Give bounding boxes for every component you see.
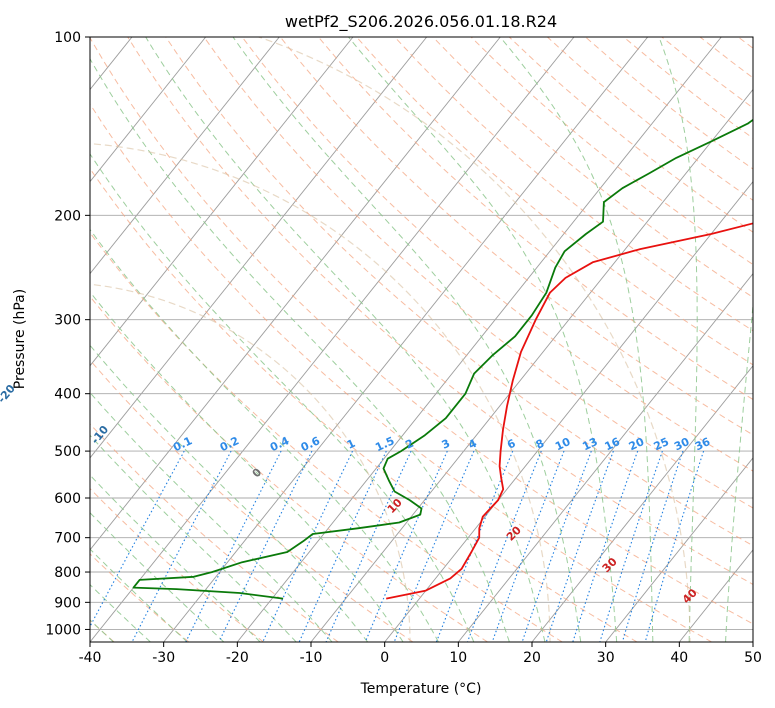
isotherm-line <box>90 37 428 459</box>
mixing-ratio-line <box>262 450 353 642</box>
moist-adiabat-line <box>90 511 225 642</box>
dry-adiabat-line <box>90 103 712 642</box>
isotherm-line <box>163 37 649 642</box>
moist-adiabat-line <box>658 37 698 642</box>
dry-adiabat-line <box>356 37 753 366</box>
x-tick-label: -20 <box>226 650 249 666</box>
moist-adiabat-line <box>90 153 475 642</box>
mixing-ratio-label: 20 <box>627 435 647 453</box>
moist-adiabat-line <box>90 474 261 642</box>
dry-adiabat-line <box>165 37 753 547</box>
dry-adiabat-line <box>127 37 753 586</box>
moist-adiabat-line <box>90 583 151 642</box>
x-tick-label: -10 <box>300 650 323 666</box>
mixing-ratio-label: 36 <box>693 435 713 453</box>
axes: -40 -30 -20 -10 0 10 20 30 40 50 100 200 300 400 500 60… <box>45 30 762 666</box>
moist-adiabat-line <box>499 37 654 642</box>
y-tick-label: 300 <box>54 313 81 329</box>
y-tick-label: 700 <box>54 531 81 547</box>
isotherm-line <box>605 457 753 642</box>
mixing-ratio-line <box>435 450 514 642</box>
dry-adiabat-line <box>394 37 753 332</box>
moist-adiabat-line <box>232 37 582 642</box>
moist-adiabat-line <box>90 57 510 642</box>
mixing-ratio-line <box>466 450 542 642</box>
dry-adiabat-line <box>203 37 753 509</box>
dry-adiabat-line <box>90 167 638 642</box>
x-tick-label: -40 <box>79 650 102 666</box>
isotherm-line <box>384 180 753 642</box>
mixing-ratio-line <box>521 450 592 642</box>
x-tick-label: 10 <box>449 650 467 666</box>
y-axis-label: Pressure (hPa) <box>12 289 28 389</box>
mixing-ratio-label: 13 <box>580 435 599 453</box>
dry-adiabat-line <box>90 37 753 625</box>
mixing-ratio-line <box>572 450 639 642</box>
dry-adiabat-line <box>90 553 190 642</box>
isotherm-line <box>457 272 753 642</box>
x-tick-label: 0 <box>380 650 389 666</box>
moist-adiabat-line <box>90 228 439 642</box>
series-layer <box>132 118 753 600</box>
dewpoint-profile-line <box>132 118 753 600</box>
isotherm-line <box>0 37 58 642</box>
isotherm-line <box>752 641 753 642</box>
isotherm-line <box>90 37 354 367</box>
moist-adiabat-line <box>90 434 297 642</box>
mixing-ratio-label: 16 <box>603 435 623 453</box>
mixing-ratio-line <box>599 450 663 642</box>
x-tick-label: 40 <box>670 650 688 666</box>
moist-adiabat-line <box>90 391 333 642</box>
grid-layer <box>0 37 775 642</box>
moist-adiabat-line <box>90 344 369 642</box>
y-tick-label: 400 <box>54 387 81 403</box>
mixing-ratio-line <box>491 450 565 642</box>
mixing-ratio-label: 10 <box>553 435 573 453</box>
dry-adiabat-line <box>90 359 414 642</box>
chart-title: wetPf2_S206.2026.056.01.18.R24 <box>285 12 557 32</box>
y-tick-label: 100 <box>54 30 81 46</box>
mixing-ratio-line <box>393 450 475 642</box>
mixing-ratio-line <box>131 450 232 642</box>
x-axis-label: Temperature (°C) <box>360 681 482 697</box>
y-tick-label: 900 <box>54 595 81 611</box>
isotherm-line <box>531 365 753 642</box>
moist-adiabat-line <box>762 37 775 642</box>
y-tick-label: 600 <box>54 491 81 507</box>
moist-adiabat-line <box>725 300 753 642</box>
mixing-ratio-line <box>218 450 313 642</box>
y-tick-label: 500 <box>54 444 81 460</box>
mixing-ratio-label: 25 <box>652 435 671 453</box>
isotherm-line <box>90 37 501 551</box>
y-tick-label: 800 <box>54 565 81 581</box>
y-tick-label: 1000 <box>45 622 81 638</box>
moist-adiabat-line <box>145 37 546 642</box>
isotherm-line <box>90 37 575 642</box>
mixing-ratio-line <box>185 450 282 642</box>
plot-frame <box>89 36 754 643</box>
background-arc <box>256 37 691 642</box>
x-tick-label: -30 <box>152 650 175 666</box>
mixing-ratio-line <box>298 450 387 642</box>
mixing-ratio-line <box>90 450 185 628</box>
dry-adiabat-line <box>90 231 563 642</box>
isotherm-line <box>90 37 280 275</box>
mixing-ratio-label: 30 <box>672 435 692 453</box>
y-tick-label: 200 <box>54 208 81 224</box>
isotherm-line <box>90 37 207 183</box>
plot-background <box>90 37 753 642</box>
dry-adiabat-line <box>90 295 488 642</box>
isotherm-line <box>236 37 722 642</box>
background-arc <box>90 143 551 642</box>
x-tick-label: 50 <box>744 650 762 666</box>
temperature-profile-line <box>386 222 753 600</box>
moist-adiabat-line <box>90 548 188 642</box>
x-tick-label: 30 <box>597 650 615 666</box>
x-tick-label: 20 <box>523 650 541 666</box>
background-arc <box>90 283 411 642</box>
